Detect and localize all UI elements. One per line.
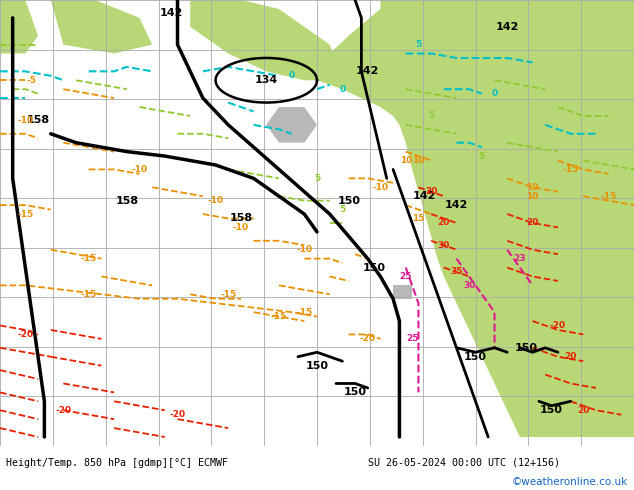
Text: 0: 0: [288, 72, 295, 80]
Text: 20: 20: [526, 219, 539, 227]
Text: 20: 20: [577, 406, 590, 415]
Text: -15: -15: [220, 290, 236, 299]
Text: 150: 150: [344, 388, 366, 397]
Text: 35: 35: [450, 268, 463, 276]
Polygon shape: [393, 285, 412, 299]
Text: ©weatheronline.co.uk: ©weatheronline.co.uk: [512, 477, 628, 487]
Text: 5: 5: [314, 174, 320, 183]
Text: -10: -10: [17, 116, 34, 125]
Text: -15: -15: [271, 312, 287, 321]
Text: -15: -15: [562, 165, 579, 174]
Text: 10: 10: [399, 156, 412, 165]
Text: 5: 5: [339, 205, 346, 214]
Text: -10: -10: [233, 223, 249, 232]
Text: -15: -15: [296, 308, 313, 317]
Text: 150: 150: [464, 352, 487, 362]
Polygon shape: [266, 107, 317, 143]
Polygon shape: [317, 0, 634, 437]
Text: -10: -10: [207, 196, 224, 205]
Text: 15: 15: [412, 214, 425, 223]
Text: 25: 25: [406, 334, 418, 343]
Text: 20: 20: [564, 352, 577, 361]
Text: 158: 158: [115, 196, 138, 206]
Text: -20: -20: [550, 321, 566, 330]
Text: Height/Temp. 850 hPa [gdmp][°C] ECMWF: Height/Temp. 850 hPa [gdmp][°C] ECMWF: [6, 458, 228, 467]
Text: 142: 142: [413, 191, 436, 201]
Text: 142: 142: [496, 22, 519, 32]
Text: 150: 150: [306, 361, 328, 370]
Polygon shape: [0, 0, 38, 53]
Text: 142: 142: [356, 66, 379, 76]
Polygon shape: [51, 0, 152, 53]
Text: 142: 142: [445, 200, 468, 210]
Text: 10: 10: [526, 192, 539, 201]
Text: 30: 30: [437, 241, 450, 250]
Text: 150: 150: [515, 343, 538, 353]
Text: 158: 158: [27, 115, 49, 125]
Text: -15: -15: [17, 210, 34, 219]
Text: 150: 150: [363, 263, 385, 272]
Text: 142: 142: [160, 8, 183, 19]
Text: 5: 5: [479, 151, 485, 161]
Text: -10: -10: [296, 245, 313, 254]
Text: -20: -20: [359, 334, 376, 343]
Text: -5: -5: [27, 76, 37, 85]
Text: 5: 5: [428, 111, 434, 121]
Text: -20: -20: [169, 410, 186, 419]
Text: -10: -10: [372, 183, 389, 192]
Polygon shape: [380, 0, 634, 36]
Text: SU 26-05-2024 00:00 UTC (12+156): SU 26-05-2024 00:00 UTC (12+156): [368, 458, 560, 467]
Text: 5: 5: [415, 40, 422, 49]
Text: 0: 0: [491, 89, 498, 98]
Text: 150: 150: [540, 405, 563, 415]
Text: 150: 150: [337, 196, 360, 206]
Text: 10: 10: [412, 156, 425, 165]
Text: 158: 158: [230, 214, 252, 223]
Text: 134: 134: [255, 75, 278, 85]
Text: -20: -20: [55, 406, 72, 415]
Text: 30: 30: [463, 281, 476, 290]
Polygon shape: [190, 0, 342, 80]
Text: 10: 10: [526, 183, 539, 192]
Text: -15: -15: [81, 290, 97, 299]
Text: 20: 20: [437, 219, 450, 227]
Text: -10: -10: [131, 165, 148, 174]
Text: 0: 0: [339, 85, 346, 94]
Text: 25: 25: [399, 272, 412, 281]
Text: -15: -15: [81, 254, 97, 263]
Text: 20: 20: [425, 187, 437, 196]
Text: 23: 23: [514, 254, 526, 263]
Text: -20: -20: [17, 330, 34, 339]
Text: -15: -15: [600, 192, 617, 201]
